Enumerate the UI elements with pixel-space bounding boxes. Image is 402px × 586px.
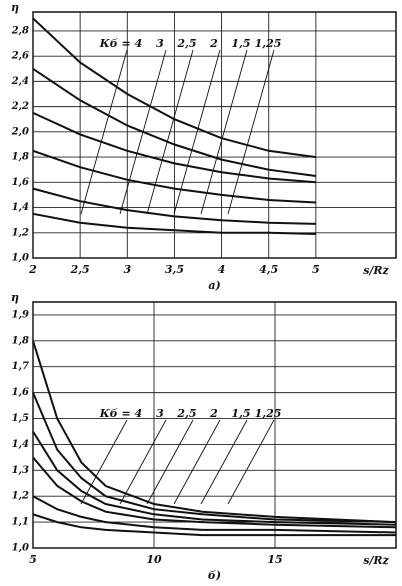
leader-line [146,49,194,215]
curve [32,456,397,529]
legend-label: 1,25 [255,407,282,420]
y-tick-label: 1,4 [12,202,29,213]
legend-label: 2,5 [176,407,196,420]
curve [32,495,397,534]
plot-frame [32,301,397,549]
curve [32,340,397,524]
leader-line [119,419,167,505]
y-tick-label: 1,4 [12,439,29,450]
curve [32,17,317,159]
subtitle: а) [208,279,220,292]
x-tick-label: 3,5 [165,263,184,276]
legend-label: 2 [209,37,218,50]
y-tick-label: 1,2 [12,227,29,238]
x-tick-label: 5 [312,263,320,276]
x-tick-label: 4 [218,263,226,276]
y-axis-label: η [11,1,19,14]
x-tick-label: 15 [267,553,282,566]
y-tick-label: 1,3 [12,465,29,476]
legend-label: 2,5 [176,37,196,50]
x-tick-label: 3 [123,263,131,276]
y-tick-label: 1,6 [12,177,29,188]
legend-label: 1,5 [231,37,250,50]
legend-label: 3 [156,407,164,420]
leader-line [119,49,167,215]
legend-label: 2 [209,407,218,420]
y-tick-label: 1,2 [12,491,29,502]
leader-line [80,49,128,215]
x-tick-label: 4,5 [259,263,278,276]
leader-line [146,419,194,505]
curve [32,67,317,177]
leader-line [227,49,275,215]
x-tick-label: 5 [29,553,37,566]
y-tick-label: 1,0 [12,543,29,554]
y-tick-label: 1,5 [12,413,29,424]
leader-line [200,419,248,505]
y-tick-label: 1,7 [12,361,29,372]
y-tick-label: 2,8 [11,25,29,36]
curve [32,392,397,524]
subtitle: б) [208,569,221,582]
y-tick-label: 2,0 [11,126,29,137]
curve [32,187,316,225]
y-tick-label: 1,1 [12,517,29,528]
x-tick-label: 2 [28,263,37,276]
curve [32,513,396,537]
y-tick-label: 1,8 [12,152,29,163]
legend-label: 1,25 [255,37,282,50]
legend-label: 1,5 [231,407,250,420]
y-tick-label: 1,6 [12,387,29,398]
y-tick-label: 1,8 [12,335,29,346]
x-tick-label: 2,5 [70,263,90,276]
y-tick-label: 2,6 [11,51,29,62]
y-tick-label: 1,9 [12,309,29,320]
x-axis-label: s/Rz [363,264,389,277]
y-tick-label: 2,4 [11,76,29,87]
x-axis-label: s/Rz [363,554,389,567]
legend-label: 3 [156,37,164,50]
leader-line [173,419,221,505]
y-tick-label: 2,2 [11,101,29,112]
curve [32,430,397,526]
x-tick-label: 10 [146,553,162,566]
curve [32,149,316,204]
y-axis-label: η [11,291,19,304]
y-tick-label: 1,0 [12,253,29,264]
leader-line [173,49,221,215]
leader-line [200,49,248,215]
curve [32,212,316,235]
leader-line [80,419,128,505]
curve [32,111,316,184]
legend-label: Кб = 4 [99,407,142,420]
legend-label: Кб = 4 [99,37,142,50]
leader-line [227,419,275,505]
